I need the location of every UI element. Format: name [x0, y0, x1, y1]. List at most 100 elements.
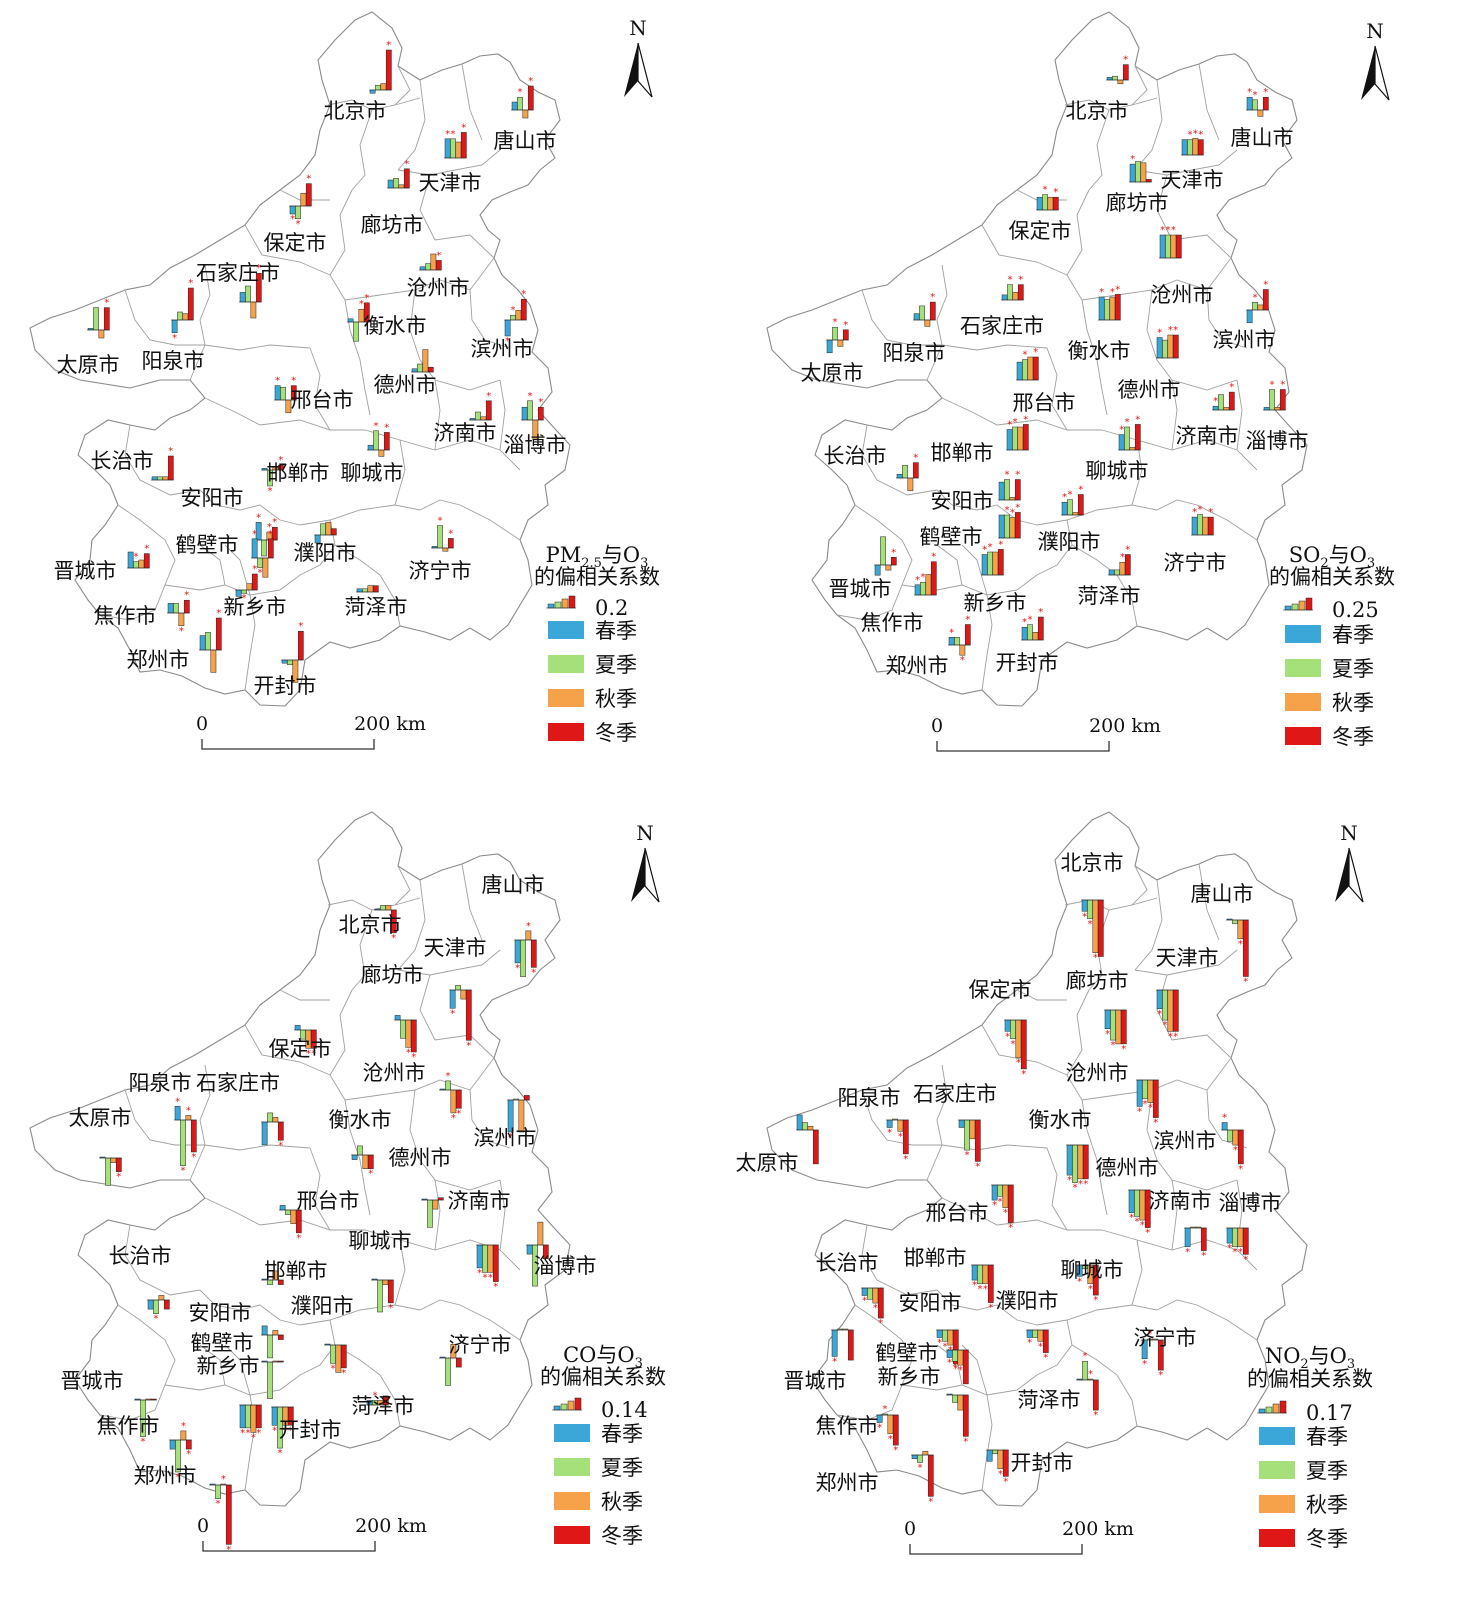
- significance-mark: *: [1280, 380, 1285, 391]
- significance-mark: *: [1229, 382, 1234, 393]
- city-label: 衡水市: [1068, 339, 1131, 363]
- city-label: 鹤壁市: [920, 525, 983, 549]
- significance-mark: *: [1093, 1410, 1098, 1421]
- bar-autumn: [992, 551, 999, 576]
- bar-spring: [1159, 234, 1166, 259]
- city-label: 晋城市: [784, 1369, 847, 1393]
- bar-spring: [958, 1119, 965, 1128]
- significance-mark: *: [446, 1071, 451, 1082]
- city-boundary: [1081, 299, 1108, 416]
- region-outline: [29, 811, 571, 1507]
- city-label: 济南市: [1149, 1189, 1212, 1213]
- bar-summer: [287, 659, 293, 666]
- bar-autumn: [925, 574, 932, 596]
- bar-winter: [1077, 494, 1084, 516]
- bar-autumn: [537, 1221, 544, 1246]
- city-label: 济宁市: [1164, 551, 1227, 575]
- legend-reference: 0.25: [1283, 597, 1379, 622]
- significance-mark: *: [1003, 1208, 1008, 1219]
- city-boundary: [981, 1024, 1068, 1076]
- significance-mark: *: [240, 1428, 245, 1439]
- bar-summer: [257, 557, 263, 568]
- significance-mark: *: [505, 336, 510, 347]
- significance-mark: *: [526, 921, 531, 932]
- bar-winter: [812, 1129, 819, 1165]
- significance-mark: *: [947, 1358, 952, 1369]
- city-boundary: [329, 189, 353, 276]
- bar-spring: [1118, 434, 1125, 451]
- bar-autumn: [1274, 407, 1281, 411]
- city-label: 德州市: [374, 373, 437, 397]
- bar-spring: [419, 266, 426, 271]
- bar-summer: [173, 603, 179, 614]
- significance-mark: *: [958, 1365, 963, 1376]
- bar-winter: [255, 1404, 262, 1429]
- bar-autumn: [1232, 1129, 1239, 1146]
- significance-mark: *: [1238, 1247, 1243, 1258]
- legend-title-pollutant: PM: [546, 543, 582, 567]
- city-boundary: [279, 189, 330, 201]
- city-bar-group: ****: [1004, 1019, 1027, 1080]
- city-label: 开封市: [279, 1418, 342, 1442]
- significance-mark: *: [1213, 396, 1218, 407]
- city-boundary: [99, 584, 166, 621]
- legend-item-summer: 夏季: [548, 653, 637, 677]
- map-layer: ***北京市**唐山市*** *天津市** *廊坊市****保定市* **阳泉市**石…: [736, 811, 1373, 1555]
- bar-summer: [280, 386, 286, 401]
- city-boundary: [861, 1089, 942, 1146]
- city-bar-group: *: [374, 905, 397, 944]
- city-bar-group: [439, 1344, 462, 1386]
- bar-autumn: [1119, 561, 1126, 576]
- bar-summer: [295, 205, 301, 220]
- significance-mark: *: [256, 1428, 261, 1439]
- significance-mark: *: [175, 1096, 180, 1107]
- bar-summer: [802, 1122, 808, 1131]
- city-label: 安阳市: [181, 486, 244, 510]
- legend-title-pollutant: NO: [1265, 1344, 1301, 1368]
- significance-mark: *: [436, 250, 441, 261]
- significance-mark: *: [461, 122, 466, 133]
- significance-mark: *: [1043, 1353, 1048, 1364]
- bar-winter: [962, 1349, 969, 1385]
- scale-bar: 0 200 km: [931, 715, 1161, 752]
- significance-mark: *: [1135, 414, 1140, 425]
- city-label: 太原市: [736, 1151, 799, 1175]
- bar-spring: [1128, 1189, 1135, 1213]
- city-label: 晋城市: [54, 559, 117, 583]
- bar-summer: [880, 536, 886, 566]
- significance-mark: *: [1123, 55, 1128, 66]
- city-boundary: [204, 1197, 365, 1231]
- significance-mark: *: [1013, 417, 1018, 428]
- significance-mark: *: [965, 615, 970, 626]
- bar-autumn: [1009, 497, 1016, 501]
- bar-spring: [1191, 516, 1198, 536]
- bar-autumn: [924, 319, 931, 327]
- bar-autumn: [1032, 632, 1039, 641]
- city-label: 郑州市: [127, 648, 190, 672]
- bar-winter: [1092, 1379, 1099, 1411]
- significance-mark: *: [188, 278, 193, 289]
- bar-summer: [920, 581, 926, 596]
- bar-spring: [1226, 1227, 1233, 1244]
- city-label: 北京市: [1061, 851, 1124, 875]
- city-label: 菏泽市: [1078, 584, 1141, 608]
- bar-spring: [1001, 294, 1008, 301]
- city-label: 太原市: [57, 353, 120, 377]
- city-boundary: [981, 1394, 993, 1491]
- bar-summer: [450, 138, 456, 159]
- bar-spring: [1021, 626, 1028, 641]
- significance-mark: *: [921, 572, 926, 583]
- city-boundary: [199, 544, 226, 586]
- city-boundary: [961, 544, 988, 596]
- bar-autumn: [382, 1279, 389, 1285]
- significance-mark: *: [486, 391, 491, 402]
- city-boundary: [244, 224, 331, 276]
- city-boundary: [499, 1179, 521, 1271]
- city-bar-group: [526, 1221, 549, 1287]
- scale-end-label: 200 km: [1089, 715, 1161, 737]
- city-boundary: [1156, 499, 1258, 541]
- city-label: 廊坊市: [361, 213, 424, 237]
- significance-mark: *: [1033, 347, 1038, 358]
- city-label: 晋城市: [61, 1369, 124, 1393]
- city-boundary: [941, 1144, 1048, 1151]
